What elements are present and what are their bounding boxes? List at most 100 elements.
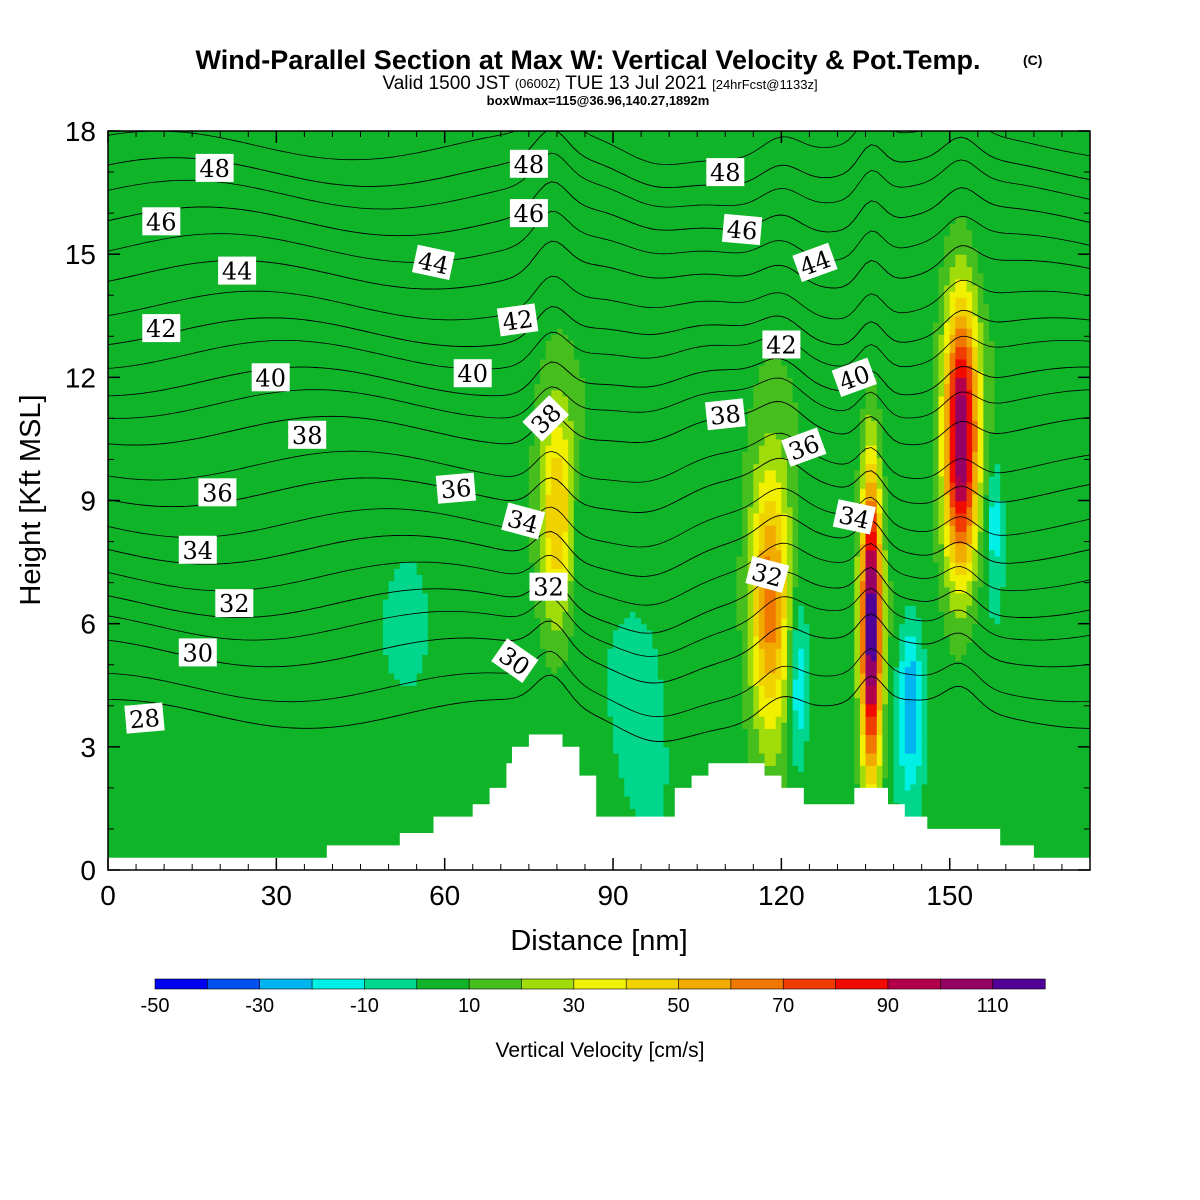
w-cell xyxy=(225,525,233,532)
w-cell xyxy=(186,241,193,249)
w-cell xyxy=(231,297,238,305)
w-cell xyxy=(152,401,160,409)
w-cell xyxy=(231,457,238,465)
w-cell xyxy=(197,438,204,446)
w-cell xyxy=(298,580,305,588)
w-cell xyxy=(209,334,216,341)
w-cell xyxy=(164,482,171,489)
w-cell xyxy=(108,525,115,532)
w-cell xyxy=(231,149,238,157)
w-cell xyxy=(209,211,216,218)
w-cell xyxy=(315,309,322,317)
w-cell xyxy=(124,211,132,218)
w-cell xyxy=(175,137,182,144)
w-cell xyxy=(332,451,339,458)
w-cell xyxy=(108,408,115,415)
w-cell xyxy=(108,574,115,582)
w-cell xyxy=(298,777,305,785)
w-cell xyxy=(259,463,266,471)
w-cell xyxy=(259,315,266,323)
w-cell xyxy=(186,192,193,200)
w-cell xyxy=(281,432,289,440)
w-cell xyxy=(192,180,199,188)
w-cell xyxy=(253,488,261,495)
w-cell xyxy=(136,321,143,329)
chart-subtitle-box: boxWmax=115@36.96,140.27,1892m xyxy=(487,93,710,108)
w-cell xyxy=(270,759,277,766)
w-cell xyxy=(175,845,182,853)
w-cell xyxy=(231,629,238,637)
w-cell xyxy=(108,352,115,360)
w-cell xyxy=(259,814,266,822)
w-cell xyxy=(164,752,171,760)
w-cell xyxy=(259,217,266,224)
w-cell xyxy=(231,568,238,575)
w-cell xyxy=(175,457,182,465)
w-cell xyxy=(158,820,165,828)
w-cell xyxy=(326,722,334,729)
w-cell xyxy=(321,562,328,569)
w-cell xyxy=(237,555,244,563)
w-cell xyxy=(281,506,289,514)
w-cell xyxy=(220,432,227,440)
w-cell xyxy=(108,845,115,853)
w-cell xyxy=(164,549,171,557)
w-cell xyxy=(152,759,160,766)
w-cell xyxy=(237,192,244,200)
w-cell xyxy=(259,494,266,502)
w-cell xyxy=(180,617,188,625)
w-cell xyxy=(164,703,171,711)
w-cell xyxy=(164,617,171,625)
w-cell xyxy=(119,383,126,391)
w-cell xyxy=(119,555,126,563)
w-cell xyxy=(209,414,216,422)
w-cell xyxy=(197,771,204,779)
w-cell xyxy=(326,377,334,385)
w-cell xyxy=(315,642,322,649)
w-cell xyxy=(315,389,322,397)
w-cell xyxy=(119,494,126,502)
w-cell xyxy=(152,512,160,520)
w-cell xyxy=(253,605,261,612)
w-cell xyxy=(141,740,148,748)
w-cell xyxy=(203,666,210,674)
w-cell xyxy=(124,543,132,551)
w-cell xyxy=(332,143,339,151)
w-cell xyxy=(259,679,266,686)
w-cell xyxy=(259,137,266,144)
w-cell xyxy=(225,401,233,409)
w-cell xyxy=(298,204,305,212)
w-cell xyxy=(209,420,216,428)
w-cell xyxy=(253,211,261,218)
w-cell xyxy=(259,562,266,569)
w-cell xyxy=(321,599,328,606)
w-cell xyxy=(175,401,182,409)
w-cell xyxy=(180,315,188,323)
w-cell xyxy=(265,475,272,483)
w-cell xyxy=(186,334,193,341)
w-cell xyxy=(315,463,322,471)
w-cell xyxy=(136,254,143,261)
w-cell xyxy=(124,494,132,502)
w-cell xyxy=(209,808,216,816)
w-cell xyxy=(237,802,244,810)
w-cell xyxy=(141,143,148,151)
w-cell xyxy=(203,814,210,822)
w-cell xyxy=(220,469,227,477)
w-cell xyxy=(293,248,300,255)
w-cell xyxy=(287,685,294,693)
w-cell xyxy=(287,679,294,686)
w-cell xyxy=(186,728,193,736)
w-cell xyxy=(253,808,261,816)
w-cell xyxy=(298,383,305,391)
w-cell xyxy=(119,451,126,458)
w-cell xyxy=(169,445,176,452)
w-cell xyxy=(192,771,199,779)
w-cell xyxy=(276,512,283,520)
w-cell xyxy=(119,143,126,151)
w-cell xyxy=(259,703,266,711)
w-cell xyxy=(113,494,120,502)
w-cell xyxy=(242,334,249,341)
w-cell xyxy=(248,229,255,237)
w-cell xyxy=(180,672,188,680)
